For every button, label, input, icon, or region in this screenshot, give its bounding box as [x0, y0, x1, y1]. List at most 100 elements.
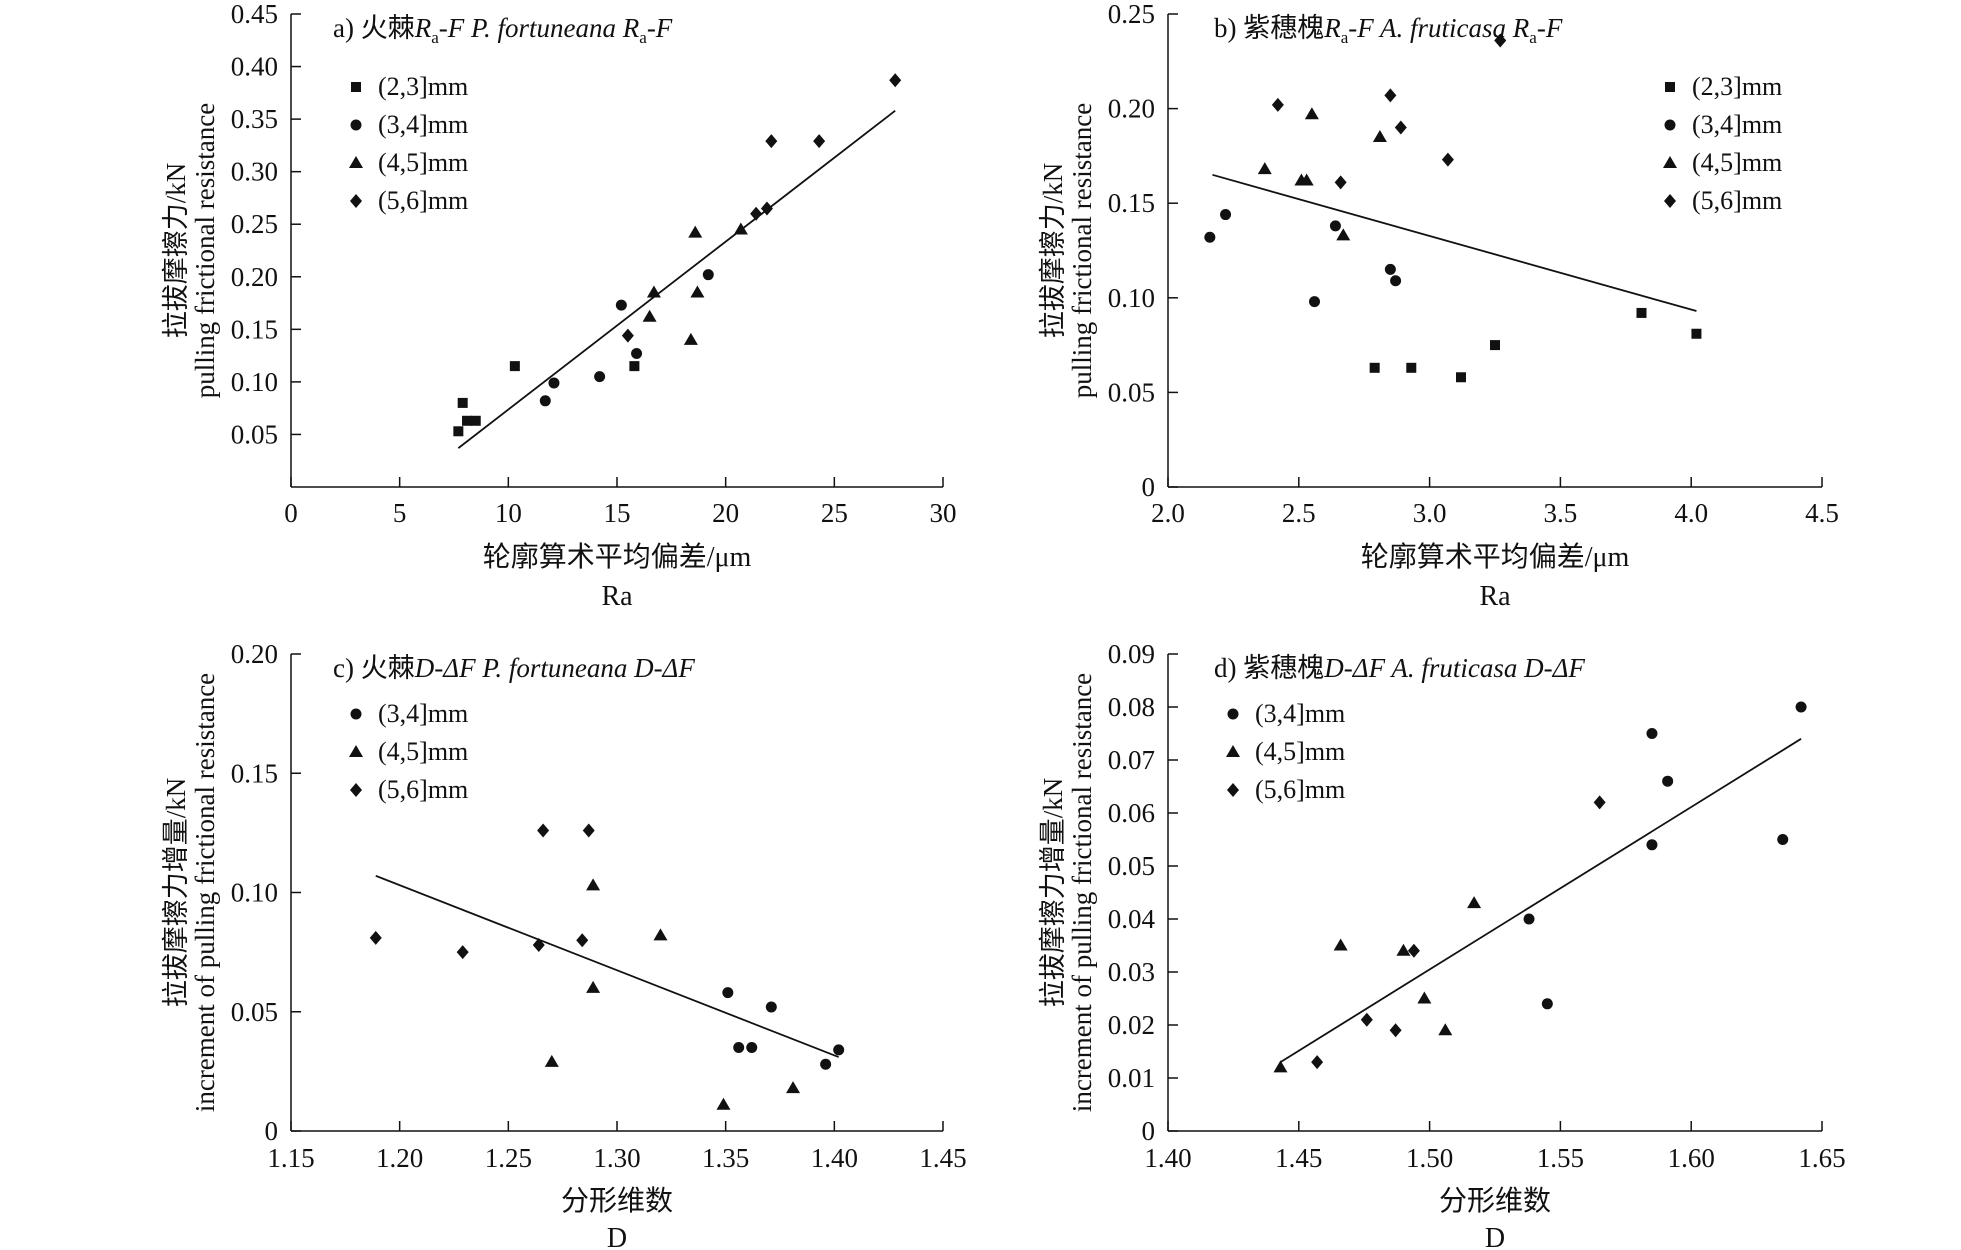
y-axis-subtitle: increment of pulling frictional resistan… — [190, 673, 220, 1112]
legend-marker-triangle — [1226, 745, 1240, 757]
x-tick-label: 1.60 — [1668, 1143, 1715, 1173]
data-point-diamond — [456, 945, 469, 960]
data-point-triangle — [690, 285, 705, 298]
y-tick-label: 0.06 — [1108, 798, 1155, 828]
data-point-circle — [1795, 701, 1807, 713]
y-tick-label: 0.08 — [1108, 692, 1155, 722]
data-point-triangle — [1333, 938, 1348, 951]
data-point-diamond — [1394, 120, 1407, 135]
panel-title-part: a — [1529, 28, 1537, 47]
x-axis-title: 轮廓算术平均偏差/μm — [483, 541, 752, 573]
legend-label: (2,3]mm — [1692, 72, 1782, 101]
y-axis-subtitle: pulling frictional resistance — [190, 103, 220, 398]
data-point-circle — [1777, 834, 1789, 845]
data-point-diamond — [1593, 795, 1606, 810]
legend-label: (3,4]mm — [1255, 699, 1345, 728]
x-tick-label: 1.55 — [1537, 1143, 1584, 1173]
fit-line — [1212, 173, 1697, 312]
fit-line — [457, 109, 896, 449]
legend-label: (4,5]mm — [1255, 737, 1345, 766]
panel-title-part: -F — [647, 13, 673, 43]
x-tick-label: 0 — [284, 498, 298, 528]
data-point-square — [509, 361, 520, 372]
panel-title-part: b) 紫穗槐 — [1214, 13, 1324, 43]
x-tick-label: 3.0 — [1413, 498, 1447, 528]
y-tick-label: 0.30 — [231, 157, 278, 187]
x-tick-label: 2.5 — [1282, 498, 1316, 528]
data-point-circle — [615, 299, 627, 311]
data-point-triangle — [1438, 1023, 1453, 1036]
legend-marker-diamond — [350, 783, 362, 797]
y-tick-label: 0.15 — [231, 314, 278, 344]
y-tick-label: 0.15 — [231, 758, 278, 788]
data-point-square — [1691, 328, 1702, 339]
data-point-square — [453, 426, 464, 437]
data-point-circle — [1220, 209, 1232, 221]
x-tick-label: 4.5 — [1805, 498, 1839, 528]
legend-marker-diamond — [1227, 783, 1239, 797]
data-point-circle — [1523, 913, 1535, 925]
data-point-square — [457, 397, 468, 408]
data-point-diamond — [1271, 97, 1284, 112]
data-point-circle — [1384, 263, 1396, 275]
x-tick-label: 1.30 — [593, 1143, 640, 1173]
data-point-square — [629, 361, 640, 372]
data-point-diamond — [621, 328, 634, 343]
legend-label: (3,4]mm — [1692, 110, 1782, 139]
x-tick-label: 2.0 — [1151, 498, 1185, 528]
panel-title: b) 紫穗槐Ra-F A. fruticasa Ra-F — [1214, 13, 1563, 47]
data-point-circle — [733, 1042, 745, 1054]
y-tick-label: 0.07 — [1108, 745, 1155, 775]
y-axis-title: 拉拔摩擦力/kN — [161, 163, 191, 339]
x-axis-title: 轮廓算术平均偏差/μm — [1361, 541, 1630, 573]
data-point-square — [1636, 307, 1647, 318]
y-tick-label: 0.20 — [231, 262, 278, 292]
data-point-square — [1369, 362, 1380, 373]
panel-title-part: -F P. fortuneana R — [439, 13, 640, 43]
data-point-triangle — [1417, 991, 1432, 1004]
chart-panel-b: 2.0 2.5 3.0 3.5 4.0 4.5 0 0.05 0.10 0.15 0.20 0.25 轮… — [1038, 0, 1839, 612]
legend-marker-square — [351, 82, 361, 92]
data-point-triangle — [1299, 173, 1314, 186]
y-tick-label: 0.10 — [1108, 283, 1155, 313]
legend-marker-circle — [350, 119, 362, 131]
data-point-diamond — [1334, 175, 1347, 190]
data-point-triangle — [642, 309, 657, 322]
data-point-diamond — [1360, 1012, 1373, 1027]
data-point-diamond — [1311, 1055, 1324, 1070]
x-axis-title: 分形维数 — [561, 1185, 673, 1217]
panel-title-part: D-ΔF A. fruticasa D-ΔF — [1323, 653, 1585, 683]
x-tick-label: 25 — [821, 498, 848, 528]
x-axis-subtitle: D — [607, 1223, 627, 1250]
data-point-circle — [1662, 775, 1674, 787]
y-tick-label: 0.15 — [1108, 188, 1155, 218]
y-axis-title: 拉拔摩擦力/kN — [1038, 163, 1068, 339]
fit-line — [1280, 738, 1802, 1063]
data-point-circle — [1308, 296, 1320, 308]
panel-title-part: D-ΔF P. fortuneana D-ΔF — [414, 653, 696, 683]
data-point-triangle — [544, 1054, 559, 1067]
y-tick-label: 0.04 — [1108, 904, 1156, 934]
legend-label: (4,5]mm — [378, 148, 468, 177]
data-point-diamond — [765, 134, 778, 149]
y-tick-label: 0.40 — [231, 52, 278, 82]
y-tick-label: 0.20 — [231, 639, 278, 669]
data-point-triangle — [683, 332, 698, 345]
data-point-triangle — [1304, 107, 1319, 120]
chart-panel-c: 1.15 1.20 1.25 1.30 1.35 1.40 1.45 0 0.05 0.10 0.1… — [161, 639, 967, 1250]
panel-title-part: d) 紫穗槐 — [1214, 653, 1324, 683]
data-point-triangle — [586, 878, 601, 891]
data-point-triangle — [1396, 943, 1411, 956]
y-axis-title: 拉拔摩擦力增量/kN — [161, 778, 191, 1008]
panel-title-part: c) 火棘 — [333, 653, 415, 683]
x-tick-label: 30 — [930, 498, 957, 528]
x-tick-label: 1.50 — [1406, 1143, 1453, 1173]
x-axis-subtitle: D — [1485, 1223, 1505, 1250]
x-tick-label: 1.40 — [811, 1143, 858, 1173]
chart-panel-d: 1.40 1.45 1.50 1.55 1.60 1.65 0 0.01 0.02 0.03 0.0… — [1038, 639, 1846, 1250]
data-point-circle — [702, 269, 714, 281]
y-tick-label: 0.25 — [1108, 0, 1155, 29]
x-tick-label: 1.35 — [702, 1143, 749, 1173]
panel-title: d) 紫穗槐D-ΔF A. fruticasa D-ΔF — [1214, 653, 1585, 683]
x-tick-label: 1.20 — [376, 1143, 423, 1173]
